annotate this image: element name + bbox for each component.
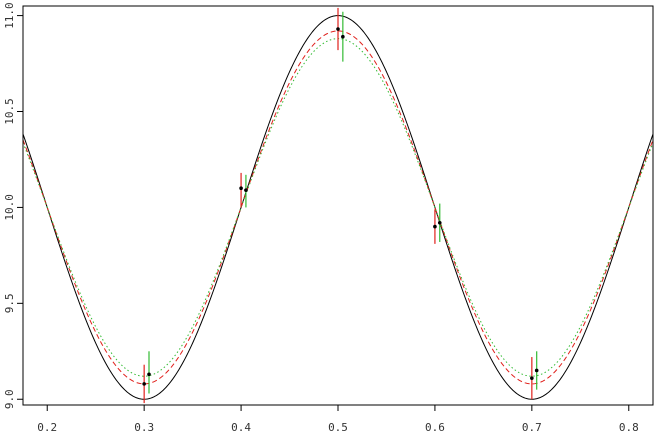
error-bars-layer — [143, 7, 538, 404]
y-tick-label-2: 10.0 — [3, 194, 16, 221]
plot-frame — [22, 5, 654, 406]
x-tick-label-3: 0.5 — [328, 421, 348, 434]
curve-solid — [22, 15, 654, 400]
y-axis: 9.0 9.5 10.0 10.5 11.0 — [3, 2, 23, 409]
curve-dashed — [22, 30, 654, 385]
data-point-4 — [336, 27, 340, 31]
y-tick-label-3: 10.5 — [3, 98, 16, 125]
data-point-1 — [147, 372, 151, 377]
data-point-6 — [433, 224, 437, 229]
x-axis: 0.2 0.3 0.4 0.5 0.6 0.7 0.8 — [37, 405, 639, 434]
data-point-7 — [437, 220, 442, 225]
x-tick-label-2: 0.4 — [231, 421, 251, 434]
curve-dotted — [22, 38, 654, 377]
data-point-3 — [244, 188, 248, 192]
x-tick-label-1: 0.3 — [134, 421, 154, 434]
y-tick-label-0: 9.0 — [3, 389, 16, 409]
data-point-9 — [534, 368, 539, 373]
curves-layer — [22, 15, 654, 400]
data-point-2 — [239, 186, 243, 191]
x-tick-label-6: 0.8 — [619, 421, 639, 434]
y-tick-label-4: 11.0 — [3, 2, 16, 29]
y-tick-label-1: 9.5 — [3, 293, 16, 313]
data-point-0 — [142, 382, 146, 386]
points-layer — [142, 27, 539, 386]
x-tick-label-5: 0.7 — [522, 421, 542, 434]
x-tick-label-0: 0.2 — [37, 421, 57, 434]
data-point-5 — [341, 34, 345, 39]
data-point-8 — [530, 376, 534, 380]
x-tick-label-4: 0.6 — [425, 421, 445, 434]
